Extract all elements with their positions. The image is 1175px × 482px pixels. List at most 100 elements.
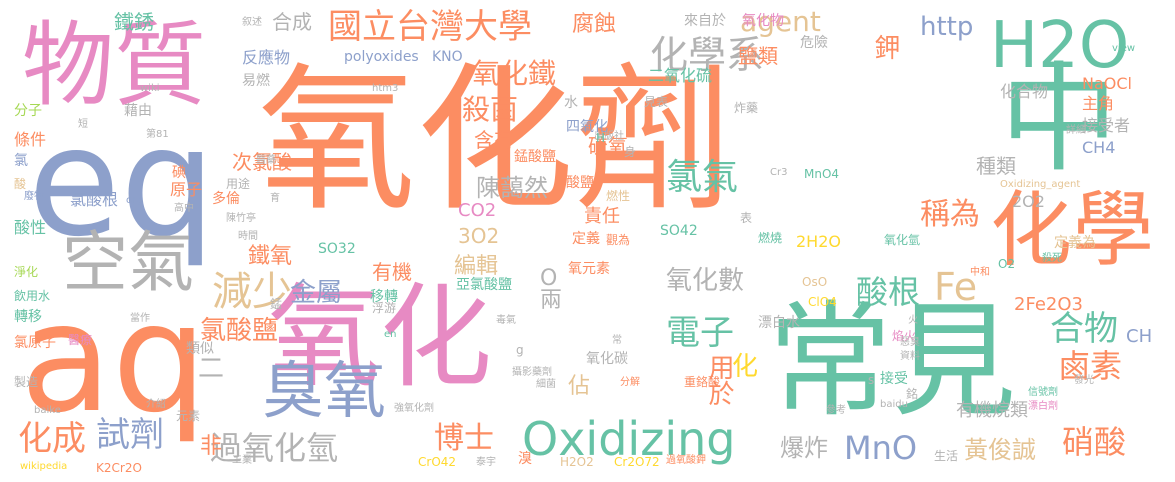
word-wiki: wiki [140,83,160,94]
word-halogen: 鹵素 [1058,347,1123,385]
word-reagent: 試劑 [96,415,164,455]
word-mno4: MnO4 [804,167,840,181]
word-oxidation: 氧化 [268,273,492,403]
word-compound-2: 合物 [1050,309,1118,349]
word-oxidation-number: 氧化數 [666,266,745,296]
word-iron-oxygen: 鐵氧 [248,244,293,269]
word-chlorite: 亞氯酸鹽 [456,277,512,293]
word-transfer: 轉移 [14,309,42,325]
word-explosive: 炸藥 [734,101,759,115]
word-co2: CO2 [458,200,497,221]
word-manufacture: 製造 [14,375,39,389]
word-bromine: 溴 [518,451,532,467]
word-o2: O2 [998,257,1016,271]
word-g: g [516,343,524,357]
word-organic: 有機 [372,260,412,284]
word-no81: 第81 [146,129,169,140]
word-baidu: baidu [880,399,908,410]
word-kno: KNO [432,49,463,65]
word-signal-agent: 信號劑 [1028,387,1058,398]
word-short: 短 [78,119,88,130]
word-form: 化成 [18,419,86,459]
word-explosion: 爆炸 [780,434,828,462]
word-edit: 編輯 [454,254,499,279]
word-chlorate: 氯酸鹽 [200,316,279,346]
word-transfer-2: 移轉 [370,289,398,305]
word-condition: 條件 [14,130,47,149]
word-ch: CH [1126,326,1153,347]
word-firework: 焰火 [892,329,917,343]
word-toxic-gas: 毒氣 [496,315,516,326]
word-so42: SO42 [660,223,698,239]
word-water: 水 [564,95,578,111]
word-oxidizing: Oxidizing [522,412,736,466]
word-medicine: 醫藥 [256,155,276,166]
word-accept: 接受 [880,371,908,387]
word-element: 元素 [176,409,201,423]
word-3o2: 3O2 [458,224,500,248]
word-contain: 含有 [474,128,514,152]
word-htm3: htm3 [372,83,399,94]
word-o: O [540,266,558,291]
word-organic-alkane: 有機烷類 [956,400,1028,421]
word-responsibility: 責任 [584,206,620,227]
word-stench: 惡臭 [900,337,920,348]
word-h2o2: H2O2 [560,455,594,469]
word-polyoxides: polyoxides [344,49,419,65]
word-molecule: 分子 [14,103,42,119]
word-aq: aq [20,272,208,446]
word-industry: 工業 [232,455,252,466]
word-potassium: 鉀 [870,34,900,60]
word-acid: 酸 [14,177,27,191]
word-cr3: Cr3 [770,167,788,178]
word-neutralize: 中和 [970,267,990,278]
word-synthesis: 合成 [272,10,312,34]
word-drinking-water: 飲用水 [14,289,51,303]
word-chlorine-2: 氯 [14,153,28,169]
word-liang: 兩 [540,288,563,313]
word-acceptor: 接受者 [1082,116,1131,135]
word-chem-dept: 化學系 [650,33,765,77]
word-hua: 化 [732,352,759,382]
word-chlorine-atom: 氯原子 [14,335,56,351]
word-two: 二 [198,354,225,384]
word-regard: 觀為 [606,233,631,247]
word-rust: 鐵銹 [114,10,154,34]
word-acid-salt: 酸鹽 [566,175,594,191]
word-defined-as: 定義為 [1054,235,1096,251]
word-so2: 二氧化硫 [648,66,713,85]
word-cr2o72: Cr2O72 [614,455,660,469]
word-definition: 定義 [572,231,600,247]
word-reactant: 反應物 [242,48,291,67]
word-flammability: 燃性 [606,189,631,203]
word-data: 資料 [900,351,920,362]
word-atom: 原子 [170,180,203,199]
word-tetroxide: 四氧化 [566,119,608,135]
word-iron-oxide: 氧化鐵 [472,57,557,90]
word-agent: agent [740,5,821,38]
word-potassium-peroxide: 過氧酸鉀 [666,455,706,466]
word-detail: 詳細 [1066,125,1086,136]
word-huang: 黃俊誠 [964,436,1036,464]
word-substance: 物質 [22,12,207,119]
word-called: 稱為 [920,197,980,232]
word-chang: 常 [612,335,622,346]
word-chlorate-radical: 氯酸根 [70,190,119,209]
word-plankton: 浮游 [372,301,397,315]
word-chen: 陳藹然 [476,174,548,202]
word-toronto: 多倫 [212,191,240,207]
word-2h2o: 2H2O [796,232,841,251]
word-i: I [36,389,40,403]
word-taiyu: 泰宇 [476,457,496,468]
word-doctor: 博士 [434,421,494,456]
word-nitric-acid: 硝酸 [1062,423,1127,461]
word-chlorine: 氯氣 [666,157,739,198]
word-http: http [920,12,974,42]
word-fire: 火 [908,315,918,326]
word-so32: SO32 [318,241,356,257]
word-s: s [868,373,875,387]
word-used-for: 用於 [704,354,734,406]
word-oxidizer: 氧化劑 [258,49,732,233]
word-medical: 醫療 [68,333,93,347]
word-see-table: 見表 [644,95,669,109]
